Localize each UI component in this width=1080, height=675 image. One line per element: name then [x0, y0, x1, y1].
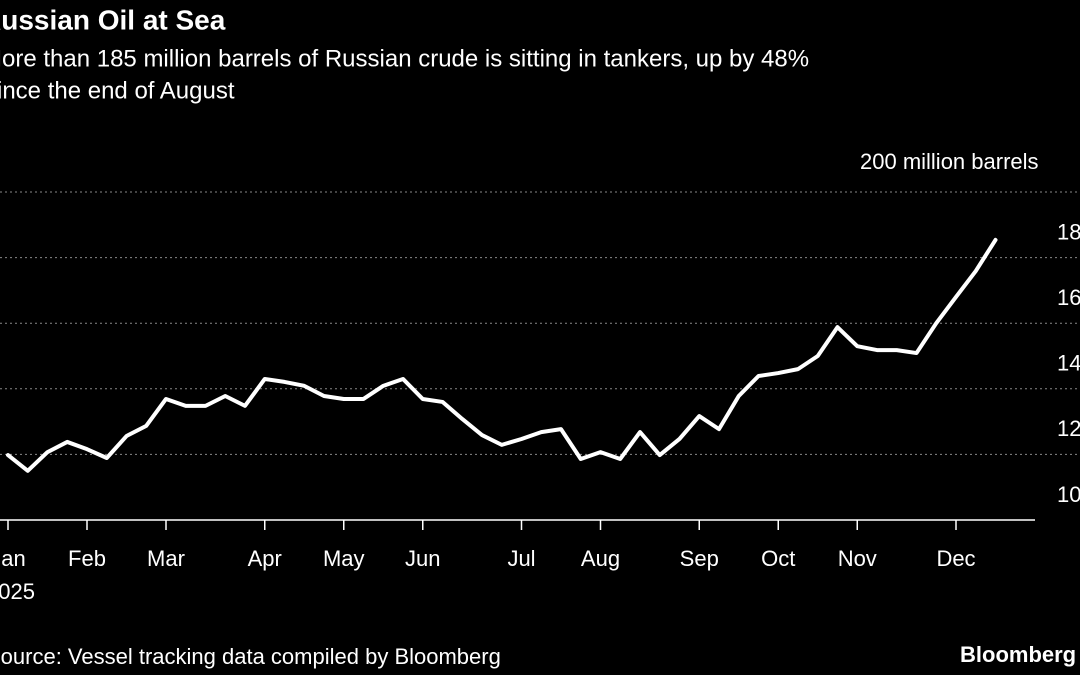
y-tick-label: 180	[1057, 219, 1080, 244]
x-tick-label: Jul	[507, 546, 535, 571]
y-tick-label: 160	[1057, 285, 1080, 310]
subtitle: More than 185 million barrels of Russian…	[0, 45, 809, 72]
chart-title: Russian Oil at Sea	[0, 4, 226, 35]
y-axis-unit-label: 200 million barrels	[860, 149, 1039, 174]
y-tick-label: 100	[1057, 482, 1080, 507]
x-tick-label: May	[323, 546, 365, 571]
x-tick-label: Dec	[936, 546, 975, 571]
y-tick-label: 120	[1057, 416, 1080, 441]
x-tick-label: Sep	[680, 546, 719, 571]
x-tick-label: Oct	[761, 546, 795, 571]
x-tick-label: Jan	[0, 546, 26, 571]
x-tick-label: Apr	[248, 546, 282, 571]
x-tick-label: Feb	[68, 546, 106, 571]
source: Source: Vessel tracking data compiled by…	[0, 644, 501, 669]
x-tick-label: Jun	[405, 546, 440, 571]
x-tick-label: Mar	[147, 546, 185, 571]
x-tick-label: Nov	[838, 546, 877, 571]
year-label: 2025	[0, 579, 35, 604]
brand: Bloomberg	[960, 642, 1076, 667]
x-tick-label: Aug	[581, 546, 620, 571]
subtitle: since the end of August	[0, 77, 235, 104]
y-tick-label: 140	[1057, 351, 1080, 376]
line	[6, 237, 998, 473]
